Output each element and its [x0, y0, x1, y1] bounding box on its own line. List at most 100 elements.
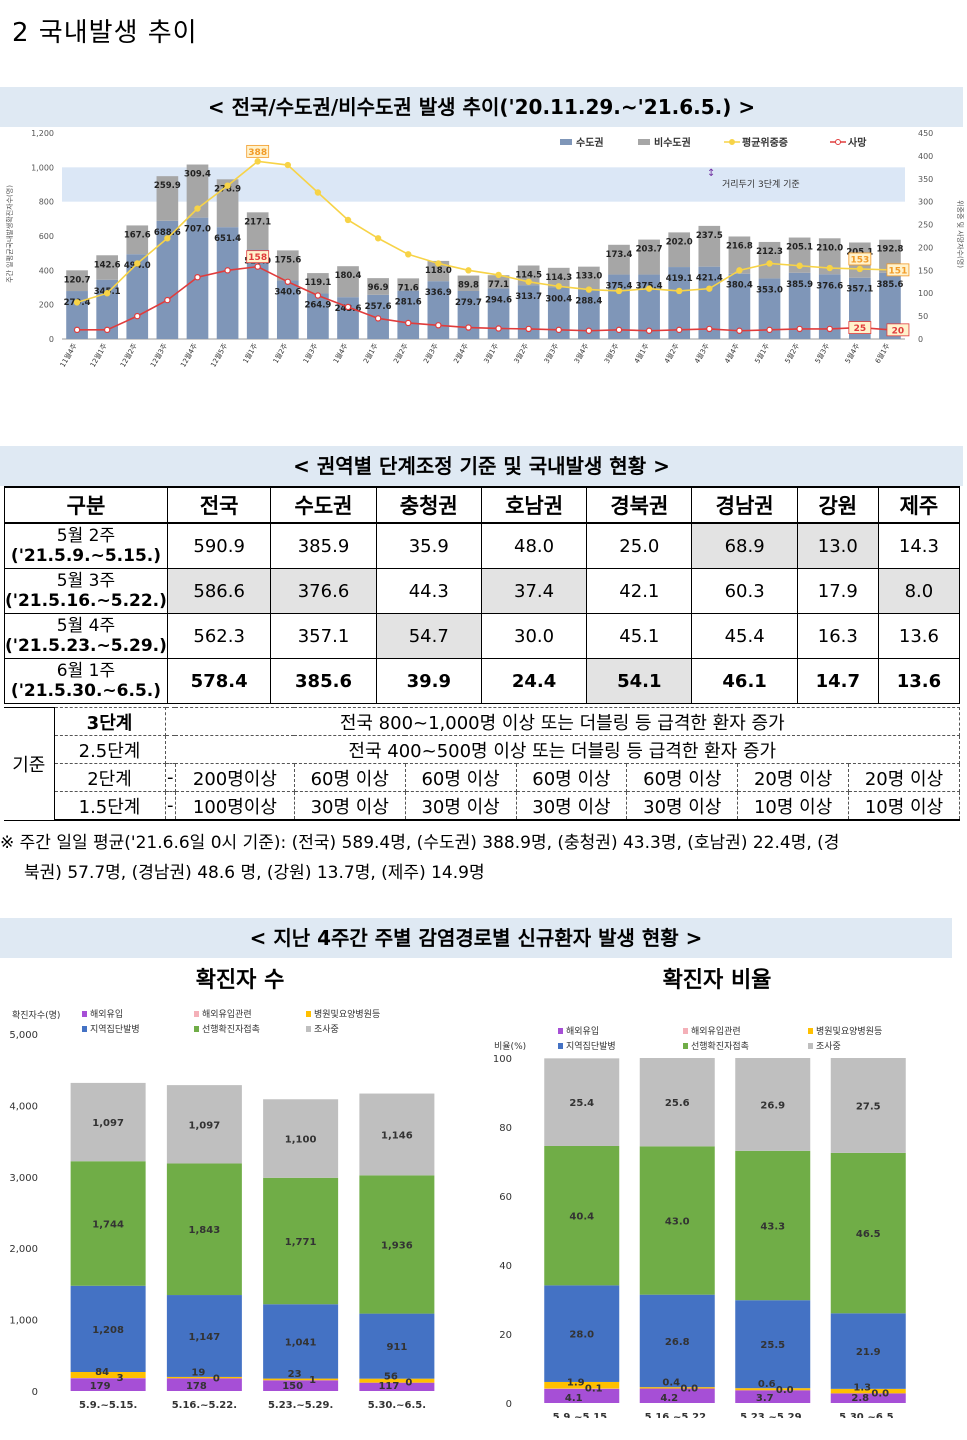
segment-label: 2.8 [851, 1393, 869, 1404]
noncapital-label: 120.7 [64, 275, 91, 285]
x-tick-label: 4월2주 [662, 341, 681, 365]
avg-severe-point [164, 235, 171, 242]
capital-bar [668, 267, 691, 339]
legend-label: 사망 [848, 136, 867, 149]
segment-label: 0.4 [662, 1378, 680, 1389]
avg-severe-point [675, 287, 683, 295]
legend-label: 해외유입 [90, 1008, 123, 1020]
x-tick-label: 4월1주 [632, 341, 651, 365]
row-range: ('21.5.30.~6.5.) [10, 681, 161, 701]
criteria-row: 기준 3단계 전국 800~1,000명 이상 또는 더블링 등 급격한 환자 … [4, 707, 960, 821]
segment-label: 21.9 [856, 1347, 881, 1358]
noncapital-label: 96.9 [368, 283, 389, 293]
segment-label: 40.4 [569, 1212, 594, 1223]
x-tick-label: 2월1주 [361, 341, 380, 365]
capital-bar [818, 274, 841, 339]
stack-segment [359, 1313, 435, 1379]
stack-segment [544, 1058, 620, 1146]
y-tick-label: 40 [499, 1261, 512, 1272]
y-left-title: 주간 일평균국내발생확진자수(명) [5, 185, 14, 283]
table-cell: 590.9 [166, 522, 272, 569]
x-tick-label: 5.16.~5.22. [645, 1412, 710, 1418]
noncapital-label: 309.4 [184, 170, 211, 180]
table-cell: 54.7 [375, 613, 482, 659]
segment-label: 25.5 [760, 1340, 785, 1351]
avg-severe-point [344, 216, 352, 224]
avg-severe-point [134, 260, 141, 267]
stack-segment [639, 1146, 715, 1295]
segment-label: 1,100 [285, 1135, 317, 1146]
header-cell: 전국 [166, 486, 272, 524]
legend-label: 수도권 [576, 137, 604, 149]
table-cell: 13.0 [796, 522, 879, 569]
stack-segment [70, 1378, 146, 1391]
table-cell: 13.6 [877, 658, 961, 704]
segment-label: 56 [384, 1372, 398, 1383]
x-tick-label: 12월5주 [208, 341, 229, 369]
y-tick-label: 0 [506, 1399, 512, 1410]
criteria-text: 전국 400~500명 이상 또는 더블링 등 급격한 환자 증가 [164, 735, 960, 764]
death-point [194, 273, 201, 281]
y-right-tick: 350 [918, 175, 933, 184]
table-cell: 14.3 [877, 522, 961, 569]
noncapital-label: 212.3 [756, 247, 783, 257]
segment-label: 1 [309, 1375, 316, 1386]
footnote-line: ※ 주간 일일 평균('21.6.6일 0시 기준): (전국) 589.4명,… [0, 833, 840, 853]
noncapital-label: 119.1 [304, 278, 331, 288]
capital-label: 281.6 [395, 298, 422, 308]
death-point [706, 325, 713, 333]
legend-swatch [306, 1026, 311, 1032]
capital-label: 257.6 [365, 302, 392, 312]
stack-segment [359, 1382, 435, 1391]
x-tick-label: 2월3주 [421, 341, 440, 365]
legend-marker [835, 139, 841, 145]
legend-label: 병원및요양병원등 [816, 1025, 882, 1037]
legend-swatch [808, 1043, 813, 1049]
y-axis-title: 비율(%) [494, 1041, 526, 1052]
criteria-row: 2단계 - 200명이상 60명 이상 60명 이상 60명 이상 60명 이상… [4, 763, 960, 792]
capital-bar [66, 291, 88, 339]
x-tick-label: 3월2주 [512, 341, 531, 365]
noncapital-bar [487, 275, 510, 289]
x-tick-label: 1월2주 [271, 341, 290, 365]
stack-segment [359, 1378, 435, 1383]
noncapital-bar [578, 266, 600, 290]
segment-label: 19 [191, 1367, 205, 1378]
capital-label: 353.0 [756, 285, 783, 295]
table-header-row: 구분 전국 수도권 충청권 호남권 경북권 경남권 강원 제주 [4, 486, 961, 524]
avg-severe-point [555, 283, 562, 290]
trend-chart: 거리두기 3단계 기준 ↕ 0 200 400 600 800 1,000 1,200 0 50 10… [5, 129, 965, 369]
x-tick-label: 3월1주 [482, 341, 501, 365]
death-point [284, 278, 292, 285]
y-tick-label: 60 [499, 1192, 512, 1203]
legend-swatch [558, 1028, 563, 1034]
x-tick-label: 5월3주 [813, 341, 832, 365]
legend-swatch [558, 1043, 563, 1049]
y-axis-title: 확진자수(명) [12, 1009, 60, 1021]
criteria-cell: 20명 이상 [737, 763, 850, 792]
segment-label: 0.1 [585, 1384, 603, 1395]
table-cell: 16.3 [796, 613, 879, 659]
capital-label: 688.6 [154, 228, 181, 238]
segment-label: 0.6 [758, 1379, 776, 1390]
death-line [77, 265, 891, 332]
legend-label: 병원및요양병원등 [314, 1008, 380, 1020]
legend-label: 조사중 [314, 1024, 339, 1035]
segment-label: 1,771 [285, 1237, 317, 1248]
capital-label: 419.1 [666, 274, 693, 284]
y-right-tick: 50 [918, 312, 928, 321]
capital-bar [788, 272, 811, 339]
y-right-tick: 0 [918, 335, 923, 344]
x-tick-label: 5월4주 [843, 341, 862, 365]
band-label: 거리두기 3단계 기준 [722, 178, 800, 190]
death-point [374, 315, 382, 322]
x-tick-label: 11월4주 [58, 341, 79, 369]
criteria-table: 기준 3단계 전국 800~1,000명 이상 또는 더블링 등 급격한 환자 … [4, 707, 960, 821]
criteria-cell: 10명 이상 [848, 791, 960, 821]
noncapital-label: 216.8 [726, 241, 753, 251]
noncapital-bar [758, 241, 781, 279]
row-week: 6월 1주 [56, 661, 116, 681]
table-cell: 562.3 [166, 613, 272, 659]
table-cell: 60.3 [691, 568, 798, 614]
y-right-tick: 250 [918, 221, 933, 230]
